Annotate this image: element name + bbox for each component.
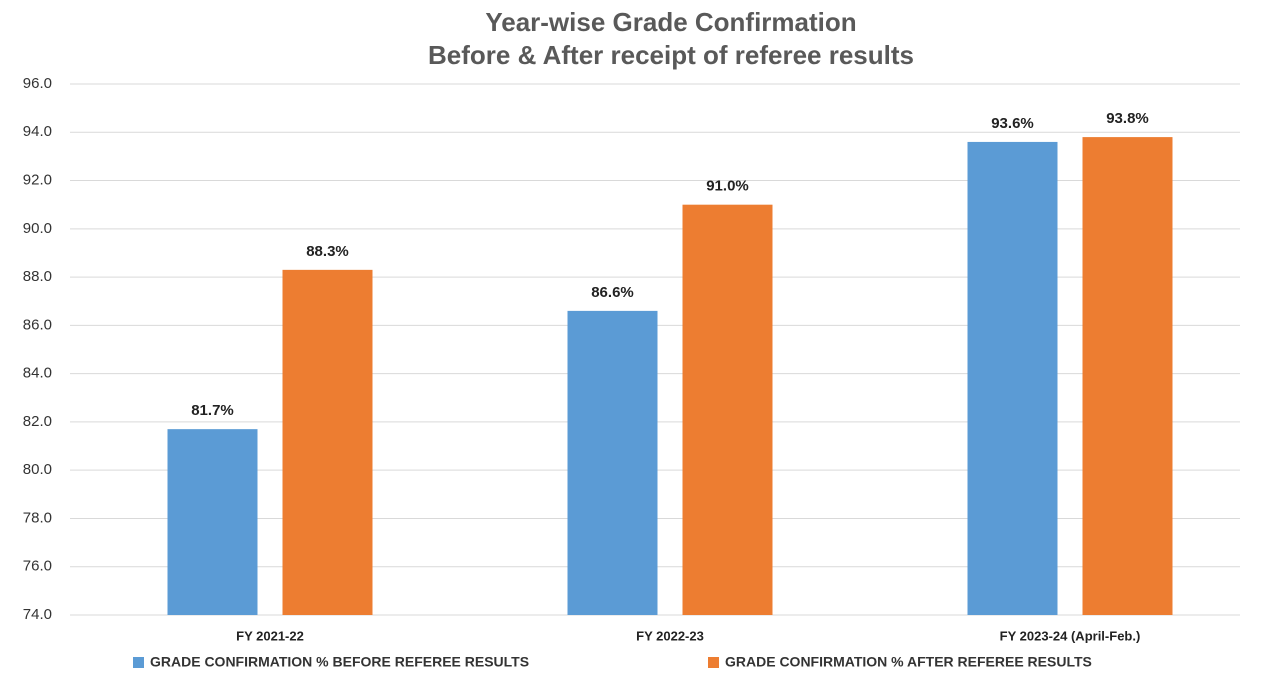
y-tick-label: 90.0 xyxy=(23,220,52,237)
value-label: 93.8% xyxy=(1106,110,1149,127)
bar xyxy=(1082,137,1173,615)
chart-subtitle: Before & After receipt of referee result… xyxy=(428,40,914,70)
x-tick-label: FY 2022-23 xyxy=(636,628,704,643)
y-tick-label: 96.0 xyxy=(23,75,52,92)
bar xyxy=(682,204,773,615)
bar xyxy=(167,429,258,615)
bar xyxy=(282,269,373,615)
y-tick-label: 92.0 xyxy=(23,172,52,189)
legend-label: GRADE CONFIRMATION % AFTER REFEREE RESUL… xyxy=(725,654,1092,670)
y-tick-label: 94.0 xyxy=(23,123,52,140)
legend-label: GRADE CONFIRMATION % BEFORE REFEREE RESU… xyxy=(150,654,529,670)
legend-swatch xyxy=(708,657,719,668)
value-label: 91.0% xyxy=(706,178,749,195)
chart-title: Year-wise Grade Confirmation xyxy=(485,7,856,37)
y-tick-label: 86.0 xyxy=(23,316,52,333)
value-label: 88.3% xyxy=(306,243,349,260)
y-tick-label: 88.0 xyxy=(23,268,52,285)
x-tick-label: FY 2023-24 (April-Feb.) xyxy=(1000,628,1141,643)
bar xyxy=(967,141,1058,615)
bar xyxy=(567,310,658,615)
y-tick-label: 80.0 xyxy=(23,461,52,478)
value-label: 93.6% xyxy=(991,115,1034,132)
value-label: 86.6% xyxy=(591,284,634,301)
legend-swatch xyxy=(133,657,144,668)
value-label: 81.7% xyxy=(191,402,234,419)
y-tick-label: 78.0 xyxy=(23,509,52,526)
y-tick-label: 74.0 xyxy=(23,606,52,623)
x-tick-label: FY 2021-22 xyxy=(236,628,304,643)
y-tick-label: 82.0 xyxy=(23,413,52,430)
y-tick-label: 84.0 xyxy=(23,365,52,382)
y-tick-label: 76.0 xyxy=(23,558,52,575)
